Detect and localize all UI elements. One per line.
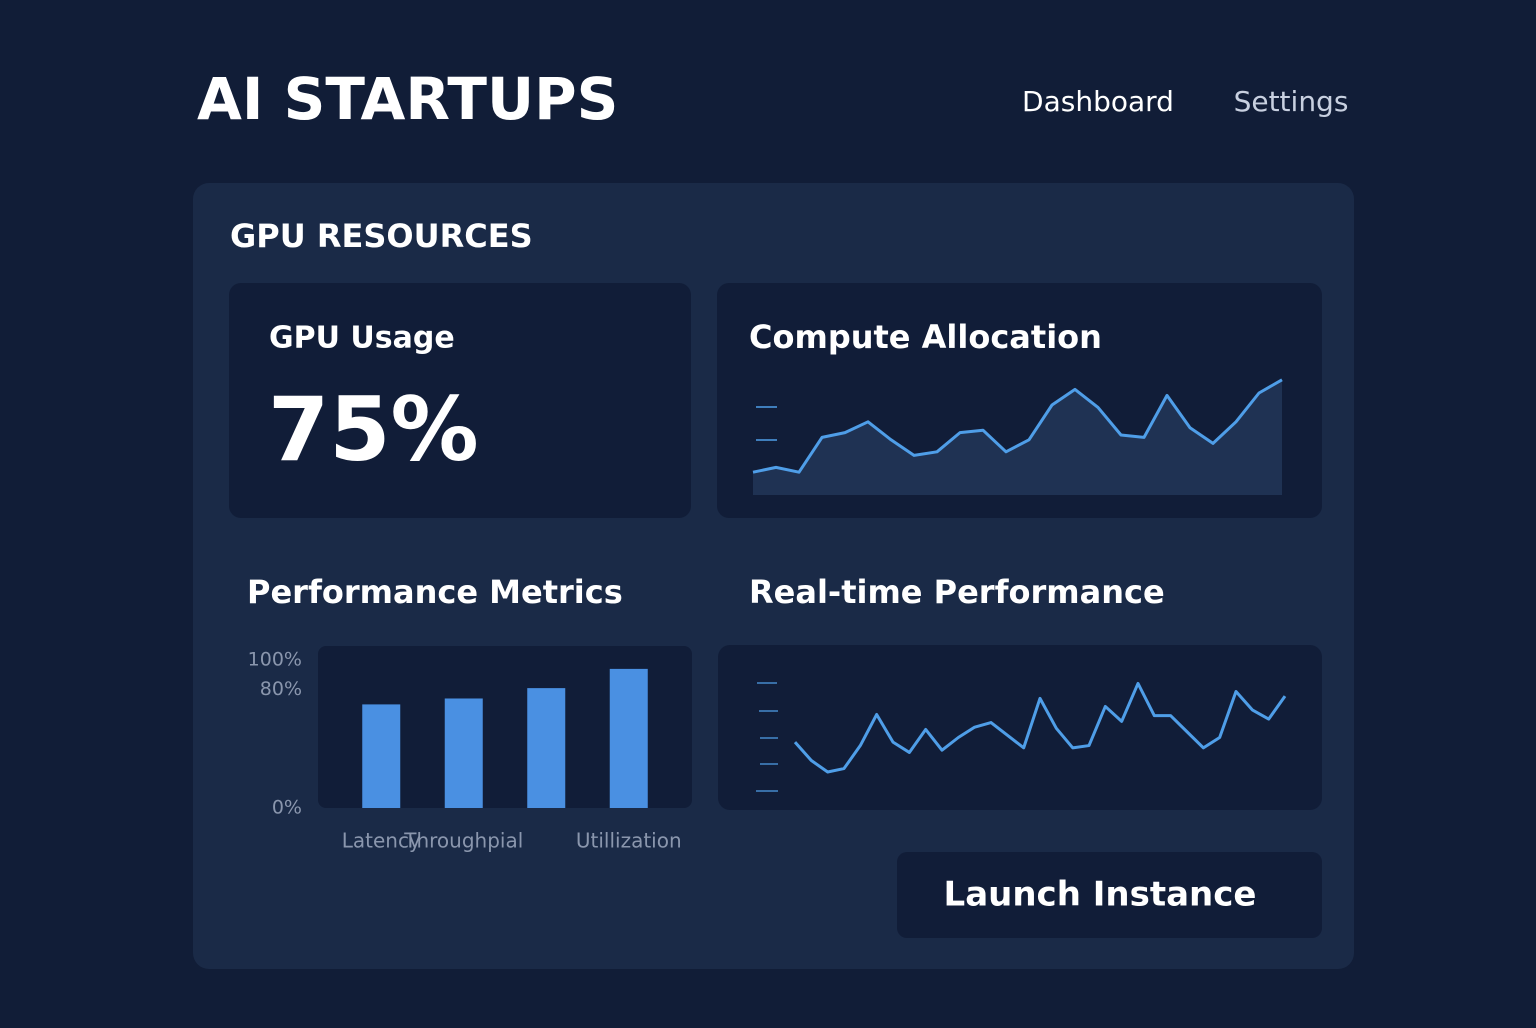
chart-title: Compute Allocation	[749, 318, 1102, 356]
bar	[362, 704, 401, 808]
gpu-value: 75%	[268, 378, 479, 481]
chart-title: Performance Metrics	[247, 573, 623, 611]
realtime-card	[718, 645, 1322, 810]
bar-chart-area	[318, 646, 692, 808]
chart-title: Real-time Performance	[749, 573, 1165, 611]
bar	[444, 698, 483, 808]
y-tick-label: 100%	[248, 649, 302, 671]
x-tick-label: Throughpial	[403, 829, 523, 853]
app-title: AI STARTUPS	[197, 65, 618, 133]
gpu-card	[229, 283, 691, 518]
y-tick-label: 0%	[272, 797, 302, 819]
launch-button-label[interactable]: Launch Instance	[944, 875, 1257, 915]
panel-title: GPU RESOURCES	[230, 217, 533, 255]
gpu-label: GPU Usage	[269, 321, 455, 356]
nav-dashboard[interactable]: Dashboard	[1022, 85, 1174, 118]
y-tick-label: 80%	[260, 678, 302, 700]
x-tick-label: Latency	[342, 829, 421, 853]
line	[793, 681, 1287, 774]
line	[752, 378, 1283, 474]
nav-settings[interactable]: Settings	[1234, 85, 1349, 118]
launch-button[interactable]	[897, 852, 1322, 938]
x-tick-label: Utillization	[576, 829, 682, 853]
bar	[527, 688, 566, 808]
area	[753, 379, 1282, 495]
bar	[609, 668, 648, 808]
